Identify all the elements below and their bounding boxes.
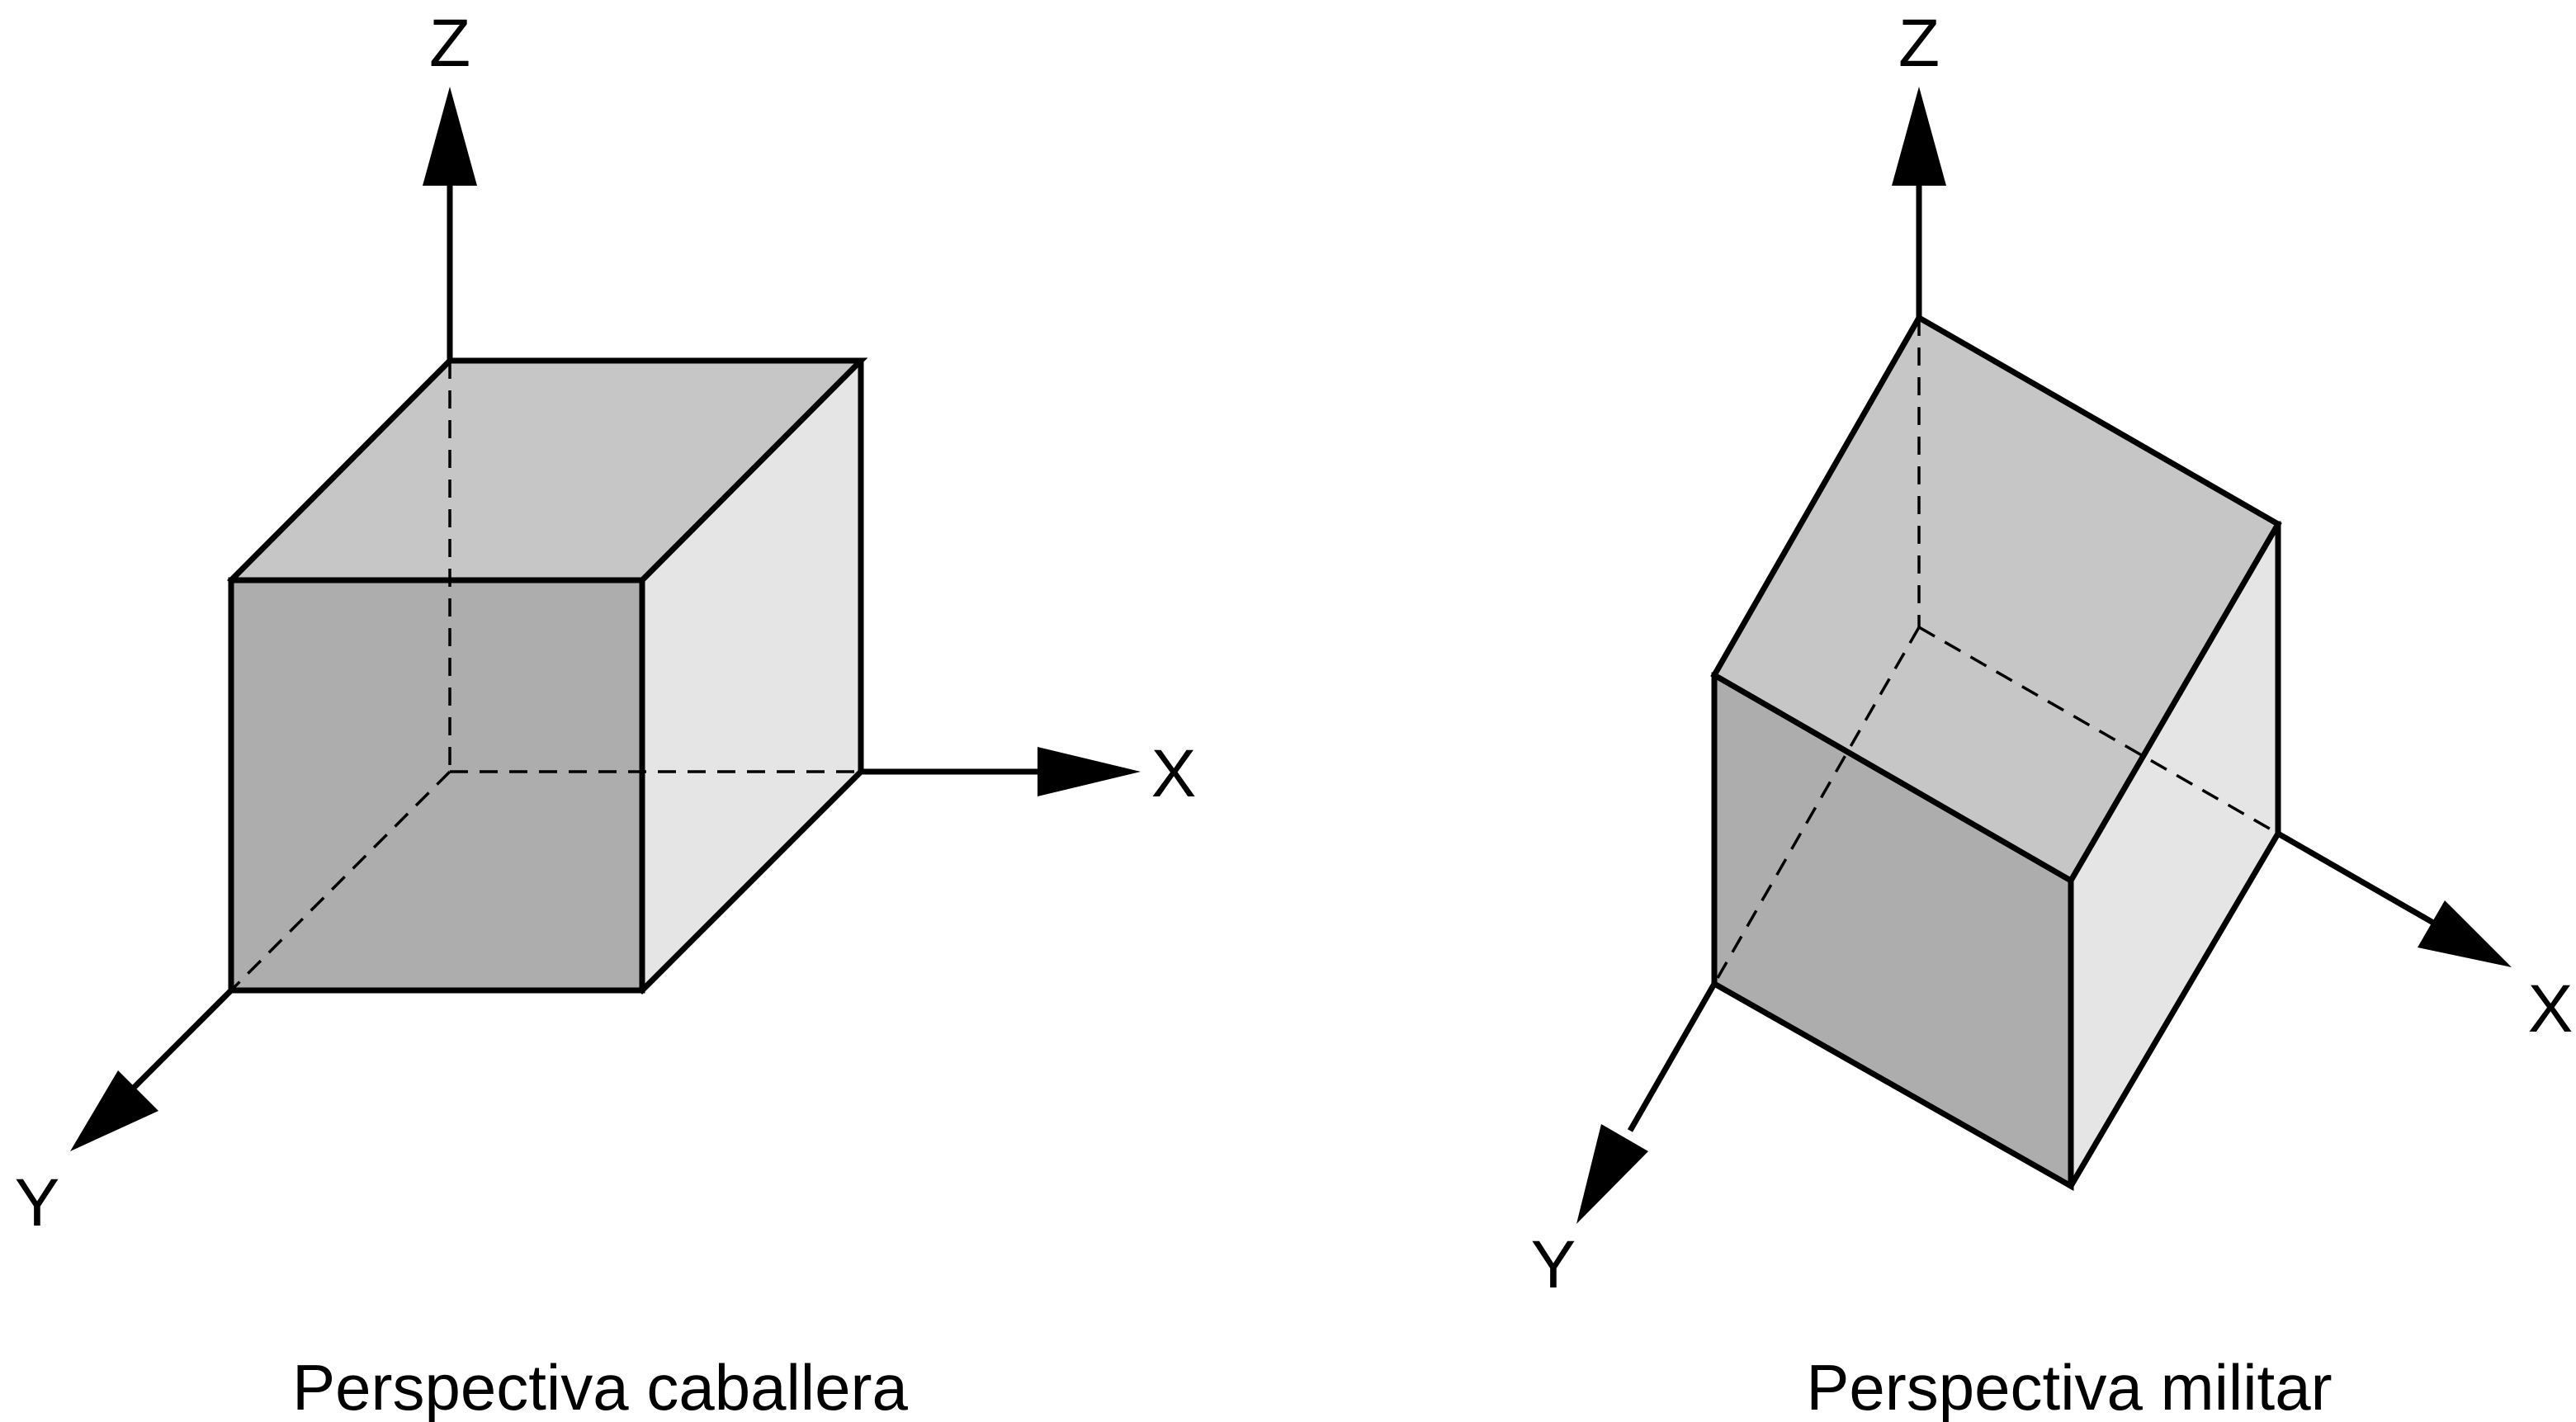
cavalier-caption: Perspectiva caballera: [292, 1351, 908, 1422]
military-front-face: [1714, 675, 2071, 1186]
military-x-arrowhead: [2418, 900, 2512, 967]
cavalier-y-arrowhead: [70, 1070, 158, 1151]
military-perspective-figure: Z X Y Perspectiva militar: [1531, 6, 2574, 1422]
cavalier-z-label: Z: [429, 6, 470, 81]
military-hidden-edge-y: [1713, 626, 1921, 985]
military-hidden-edge-x: [1918, 626, 2279, 835]
cavalier-top-edges: [227, 357, 868, 584]
military-z-label: Z: [1898, 6, 1940, 81]
cavalier-x-arrowhead: [1037, 747, 1141, 796]
military-front-edges: [1711, 672, 2074, 1192]
military-z-arrowhead: [1892, 87, 1946, 186]
military-x-label: X: [2528, 971, 2574, 1046]
military-side-face: [2071, 524, 2278, 1186]
cavalier-hidden-edge-y: [229, 770, 451, 992]
cavalier-perspective-figure: Z X Y Perspectiva caballera: [15, 6, 1197, 1422]
cavalier-z-arrowhead: [423, 87, 477, 186]
cavalier-side-face: [642, 361, 861, 990]
cavalier-y-label: Y: [15, 1165, 60, 1240]
military-y-arrowhead: [1576, 1124, 1648, 1224]
military-y-label: Y: [1531, 1227, 1576, 1302]
cavalier-top-face: [231, 361, 861, 580]
cavalier-y-axis: [130, 988, 234, 1092]
cavalier-x-label: X: [1151, 736, 1197, 811]
military-y-axis: [1627, 982, 1718, 1132]
military-x-axis: [2276, 830, 2441, 929]
military-caption: Perspectiva militar: [1806, 1351, 2332, 1422]
